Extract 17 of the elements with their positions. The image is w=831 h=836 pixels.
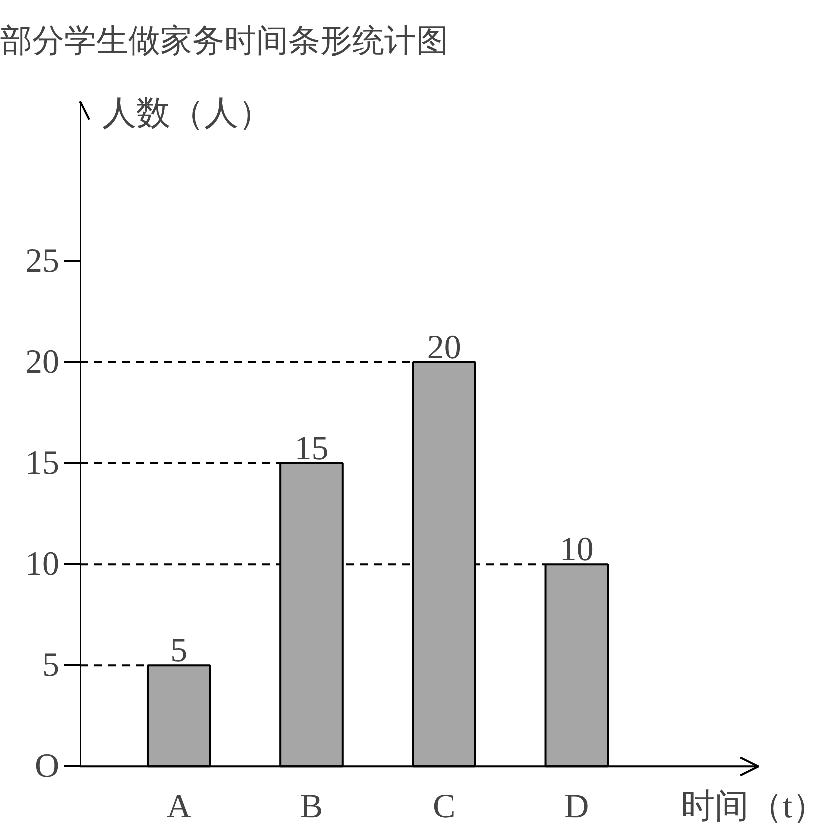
x-tick-label: D [564,788,590,826]
data-label: 20 [427,329,462,366]
data-label: 15 [294,430,329,468]
y-axis-title: 人数（人） [102,95,272,132]
x-tick-label: B [300,788,324,826]
data-label: 5 [170,632,188,670]
y-tick-label: 10 [26,546,60,584]
x-axis-title: 时间（t） [681,788,827,826]
data-label: 10 [560,532,594,569]
x-tick-label: A [166,788,192,826]
y-tick-label: O [34,748,60,786]
chart-title: 部分学生做家务时间条形统计图 [0,22,448,58]
y-tick-label: 25 [26,242,60,280]
y-tick-label: 20 [26,344,60,381]
y-tick-label: 15 [26,445,60,482]
x-tick-label: C [432,788,456,826]
y-tick-label: 5 [42,647,60,684]
